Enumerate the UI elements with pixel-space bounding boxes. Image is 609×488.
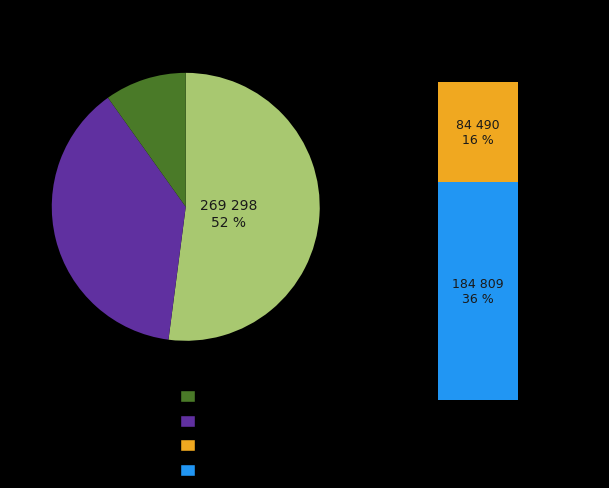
Wedge shape xyxy=(108,74,186,207)
Bar xyxy=(438,83,518,183)
Text: 184 809
36 %: 184 809 36 % xyxy=(452,277,504,305)
Text: 269 298
52 %: 269 298 52 % xyxy=(200,199,258,229)
Wedge shape xyxy=(169,74,320,341)
Wedge shape xyxy=(52,99,186,340)
Bar xyxy=(438,183,518,400)
Text: 84 490
16 %: 84 490 16 % xyxy=(456,119,500,147)
